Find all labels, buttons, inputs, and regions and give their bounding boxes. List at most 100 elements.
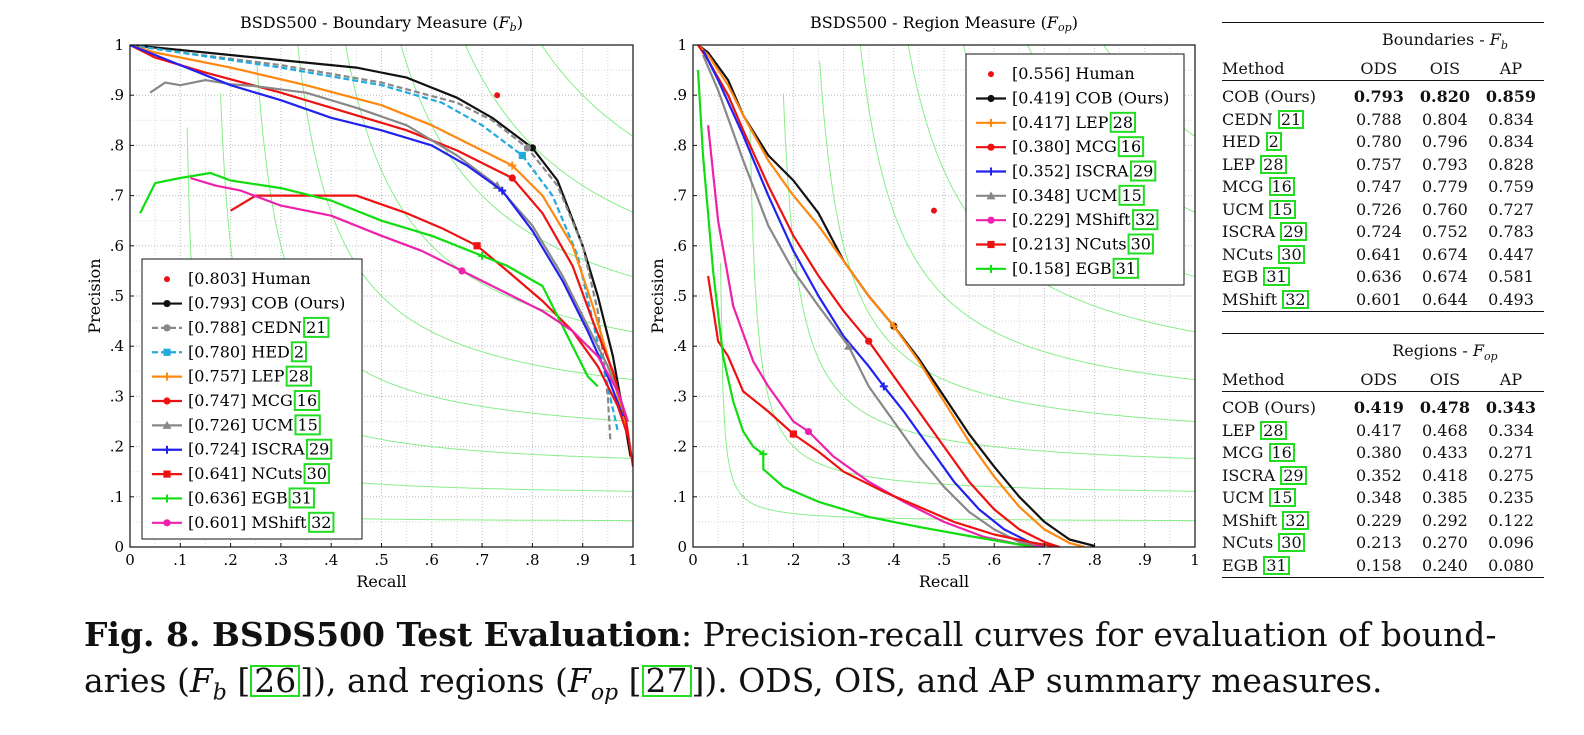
caption-ref-26[interactable]: 26: [250, 664, 301, 697]
x-tick-label: .9: [1138, 551, 1152, 569]
legend: [0.556] Human [0.419] COB (Ours) [0.417] L…: [965, 53, 1185, 286]
boundaries-group-header: Boundaries - Fb: [1381, 30, 1508, 53]
iso-f-curve: [400, 45, 633, 278]
x-tick-label: 1: [1190, 551, 1200, 569]
y-tick-label: .2: [110, 438, 124, 456]
y-tick-label: .4: [673, 337, 687, 355]
series-marker: [523, 144, 531, 152]
citation-link[interactable]: 32: [1282, 289, 1309, 309]
citation-link[interactable]: 21: [1277, 109, 1305, 129]
citation-link[interactable]: 15: [1269, 488, 1296, 508]
iso-f-curve: [859, 45, 1195, 381]
ap-cell: 0.334: [1488, 420, 1534, 440]
legend-ref-box: [1109, 111, 1137, 133]
series-marker: [865, 337, 873, 345]
x-tick-label: .5: [374, 551, 388, 569]
ap-cell: 0.581: [1488, 267, 1534, 287]
ois-cell: 0.468: [1422, 420, 1468, 440]
y-tick-label: .3: [110, 387, 124, 405]
series-marker: [879, 382, 888, 391]
ods-cell: 0.636: [1355, 267, 1402, 287]
citation-link[interactable]: 29: [1280, 465, 1307, 485]
legend-entry: [0.788] CEDN: [188, 318, 302, 337]
ois-cell: 0.240: [1422, 555, 1468, 575]
citation-link[interactable]: 16: [1268, 443, 1295, 463]
legend-ref: 28: [1113, 113, 1133, 132]
series-line-lep: [697, 45, 1085, 547]
ois-cell: 0.385: [1422, 488, 1468, 508]
legend-ref-box: [1112, 257, 1139, 279]
legend-ref: 21: [306, 318, 326, 337]
ap-cell: 0.343: [1485, 397, 1537, 417]
series-marker: [163, 372, 171, 381]
y-tick-label: .6: [673, 237, 687, 255]
legend-ref-box: [1117, 136, 1145, 158]
series-marker: [163, 397, 171, 405]
y-tick-label: .3: [673, 387, 687, 405]
citation-link[interactable]: 31: [1263, 267, 1290, 287]
series-marker: [508, 174, 516, 182]
ap-cell: 0.493: [1488, 289, 1534, 309]
table-row: NCuts 30 0.213 0.270 0.096: [1222, 532, 1544, 555]
ap-cell: 0.828: [1488, 154, 1534, 174]
citation-link[interactable]: 30: [1278, 244, 1305, 264]
citation-link[interactable]: 16: [1268, 177, 1295, 197]
figure-caption: Fig. 8. BSDS500 Test Evaluation: Precisi…: [84, 612, 1544, 717]
y-tick-label: .6: [110, 237, 124, 255]
citation-link[interactable]: 2: [1265, 132, 1282, 152]
method-cell: LEP 28: [1222, 420, 1346, 443]
legend-ref: 29: [1133, 162, 1153, 181]
table-row: ISCRA 29 0.352 0.418 0.275: [1222, 465, 1544, 488]
y-tick-label: 1: [114, 36, 124, 54]
y-tick-label: .1: [673, 488, 687, 506]
legend-ref-box: [1118, 184, 1145, 206]
ods-cell: 0.417: [1355, 420, 1402, 440]
series-marker: [986, 191, 996, 200]
method-cell: COB (Ours): [1222, 397, 1316, 417]
series-marker: [528, 144, 537, 152]
series-line-ncuts: [230, 194, 630, 437]
series-marker: [478, 251, 487, 260]
ods-cell: 0.380: [1355, 443, 1402, 463]
caption-ref-27[interactable]: 27: [641, 664, 692, 697]
legend-ref-box: [1132, 209, 1159, 231]
legend-entry: [0.780] HED: [188, 342, 290, 361]
citation-link[interactable]: 28: [1260, 154, 1287, 174]
series-marker: [163, 470, 171, 478]
citation-link[interactable]: 31: [1263, 555, 1290, 575]
series-marker: [498, 186, 507, 195]
iso-f-curve: [345, 45, 633, 333]
iso-f-curve: [464, 45, 633, 213]
legend-ref: 31: [1116, 259, 1136, 278]
series-marker: [889, 322, 898, 331]
citation-link[interactable]: 15: [1269, 199, 1296, 219]
series-line-cob-ours-: [130, 45, 632, 457]
method-cell: CEDN 21: [1222, 109, 1346, 132]
legend-ref: 30: [1131, 235, 1151, 254]
series-line-ucm: [149, 79, 624, 407]
ap-cell: 0.122: [1488, 510, 1534, 530]
series-marker: [987, 94, 995, 103]
series-line-mcg: [130, 45, 633, 467]
caption-label: Fig. 8. BSDS500 Test Evaluation: [84, 615, 681, 654]
citation-link[interactable]: 32: [1282, 510, 1309, 530]
y-tick-label: .5: [673, 287, 687, 305]
citation-link[interactable]: 30: [1278, 533, 1305, 553]
citation-link[interactable]: 29: [1280, 222, 1307, 242]
citation-link[interactable]: 28: [1260, 420, 1287, 440]
method-cell: MCG 16: [1222, 442, 1346, 465]
caption-text-1: : Precision-recall curves for evaluation…: [84, 615, 1497, 700]
series-marker: [163, 348, 171, 356]
ap-cell: 0.859: [1485, 86, 1537, 106]
series-marker: [987, 264, 995, 273]
ap-cell: 0.271: [1488, 443, 1534, 463]
legend-ref-box: [1127, 233, 1154, 255]
x-axis-label: Recall: [919, 572, 969, 591]
caption-fop-var: F: [567, 661, 591, 700]
x-tick-label: .2: [786, 551, 800, 569]
y-tick-label: .7: [110, 187, 124, 205]
ods-cell: 0.158: [1355, 555, 1402, 575]
legend-box: [141, 258, 363, 540]
iso-f-curve: [540, 45, 633, 137]
series-marker: [163, 299, 171, 308]
